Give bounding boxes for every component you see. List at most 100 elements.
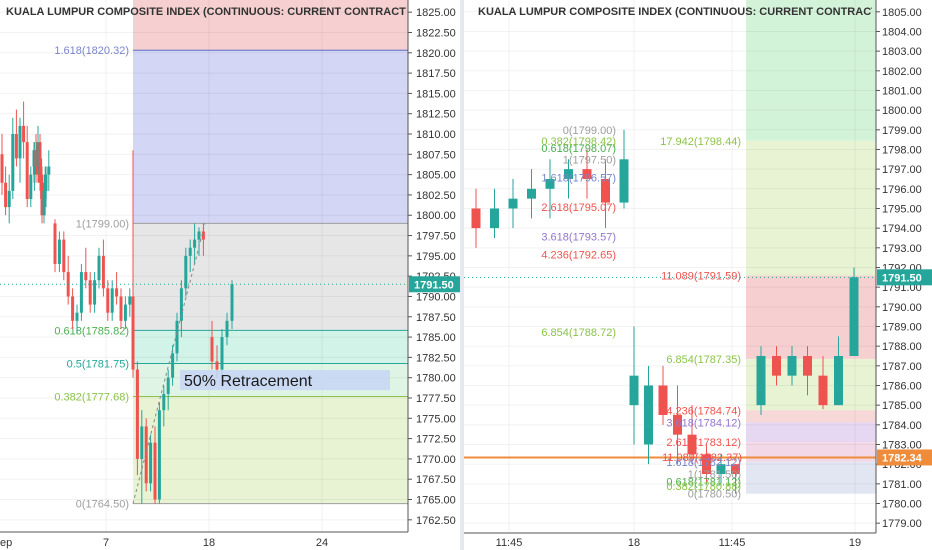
candle-body (0, 154, 4, 183)
chart-title: KUALA LUMPUR COMPOSITE INDEX (CONTINUOUS… (6, 6, 406, 18)
candle-body (4, 182, 8, 208)
candle-body (144, 426, 148, 484)
fib-bands (746, 0, 876, 494)
fib-label: 0(1799.00) (563, 125, 616, 137)
candle-body (123, 304, 127, 321)
candle-body (629, 375, 639, 406)
axis-tick-label: 1779.00 (882, 518, 922, 530)
fib-label: 1.618(1782.12) (666, 457, 741, 469)
x-tick-label: 11:45 (496, 537, 523, 549)
fib-lines: 1.618(1820.32) 1(1799.00) 0.618(1785.82) 0.… (54, 45, 408, 511)
axis-tick-label: 1822.50 (416, 27, 456, 39)
candle-body (471, 208, 481, 229)
fib-band-0618 (133, 330, 408, 364)
candle-body (210, 337, 214, 362)
candle-body (601, 178, 610, 203)
axis-tick-label: 1812.50 (416, 109, 456, 121)
candle-body (14, 134, 18, 159)
price-tag-label: 1791.50 (414, 279, 454, 291)
candle-body (193, 239, 197, 248)
fib-band-4236 (746, 410, 876, 423)
fib-band-17942 (746, 140, 876, 276)
candle-body (44, 174, 48, 191)
price-tag-label: 1791.50 (882, 272, 922, 284)
axis-tick-label: 1775.00 (416, 413, 456, 425)
candle-body (128, 296, 132, 305)
candle-body (29, 174, 33, 199)
fib-label: 0.618(1781.12) (666, 476, 741, 488)
price-axis[interactable]: 1825.00 1822.50 1820.00 1817.50 1815.00 1812.… (407, 0, 460, 550)
axis-tick-label: 1785.00 (882, 400, 922, 412)
axis-tick-label: 1802.00 (882, 66, 922, 78)
trend-line (132, 223, 206, 504)
fib-label: 6.854(1788.72) (541, 327, 616, 339)
fib-label: 0(1764.50) (76, 499, 129, 511)
axis-tick-label: 1807.50 (416, 149, 456, 161)
candle-body (38, 142, 42, 183)
x-tick-label: ep (0, 537, 12, 549)
retracement-annotation: 50% Retracement (184, 373, 313, 390)
fib-label: 6.854(1787.35) (666, 354, 741, 366)
axis-tick-label: 1762.50 (416, 515, 456, 527)
candle-body (772, 355, 781, 376)
fib-label: 0.382(1777.68) (54, 392, 129, 404)
time-axis[interactable]: 11:45 18 11:45 19 (464, 532, 876, 549)
axis-tick-label: 1770.00 (416, 454, 456, 466)
candle-body (215, 361, 219, 370)
x-tick-label: 19 (849, 537, 861, 549)
candle-body (230, 284, 234, 321)
fib-label: 0.382(1780.88) (666, 481, 741, 493)
fib-bands (133, 0, 408, 504)
axis-tick-label: 1788.00 (882, 341, 922, 353)
fib-label: 1(1797.50) (563, 154, 616, 166)
candle-body (162, 393, 166, 411)
axis-tick-label: 1784.00 (882, 420, 922, 432)
annotations: 50% Retracement (0, 223, 408, 504)
candle-body (153, 442, 157, 500)
axis-tick-label: 1801.00 (882, 85, 922, 97)
candle-body (834, 355, 843, 406)
axis-tick-label: 1790.00 (416, 291, 456, 303)
candle-body (34, 150, 38, 167)
right-chart-canvas[interactable]: 0(1799.00)0.382(1798.42)0.618(1798.07)1(… (464, 0, 932, 550)
marked-price-label: 1782.34 (882, 452, 923, 464)
axis-tick-label: 1767.50 (416, 474, 456, 486)
fib-band-3618 (746, 422, 876, 443)
candle-body (71, 296, 75, 321)
price-axis[interactable]: 1805.00 1804.00 1803.00 1802.00 1801.00 1800.… (875, 0, 932, 550)
candle-body (803, 355, 812, 376)
candle-body (731, 464, 740, 474)
candle-body (32, 150, 36, 167)
candle-body (527, 188, 536, 199)
axis-tick-label: 1780.00 (416, 373, 456, 385)
fib-label: 3.618(1784.12) (666, 417, 741, 429)
candle-body (787, 355, 797, 376)
candle-body (197, 231, 201, 240)
fib-label: 11.089(1791.59) (661, 271, 741, 283)
candle-body (93, 280, 97, 305)
candle-body (702, 454, 711, 474)
left-chart-panel[interactable]: 1.618(1820.32) 1(1799.00) 0.618(1785.82) 0.… (0, 0, 460, 550)
candle-body (673, 414, 682, 435)
axis-tick-label: 1782.50 (416, 352, 456, 364)
price-tag (877, 269, 932, 286)
axis-tick-label: 1780.00 (882, 498, 922, 510)
axis-tick-label: 1787.50 (416, 312, 456, 324)
right-chart-panel[interactable]: 0(1799.00) 0.382(1798.42) 0.618(1798.07) 1(… (464, 0, 932, 550)
candle-body (131, 296, 135, 370)
fib-band-top (746, 0, 876, 141)
candle-body (184, 255, 188, 289)
x-tick-label: 11:45 (719, 537, 746, 549)
left-chart-canvas[interactable]: 1.618(1820.32) 1(1799.00) 0.618(1785.82) 0.… (0, 0, 460, 550)
fib-labels: 0(1799.00)0.382(1798.42)0.618(1798.07)1(… (541, 125, 742, 501)
candle-body (106, 288, 110, 313)
candle-body (88, 280, 92, 305)
candle-body (42, 190, 46, 216)
candle-body (36, 142, 40, 167)
candle-body (157, 410, 161, 500)
axis-tick-label: 1783.00 (882, 439, 922, 451)
candle-body (179, 288, 183, 321)
fib-label: 17.942(1798.44) (660, 136, 741, 148)
candle-body (658, 385, 668, 415)
time-axis[interactable]: ep 7 18 24 (0, 531, 408, 549)
